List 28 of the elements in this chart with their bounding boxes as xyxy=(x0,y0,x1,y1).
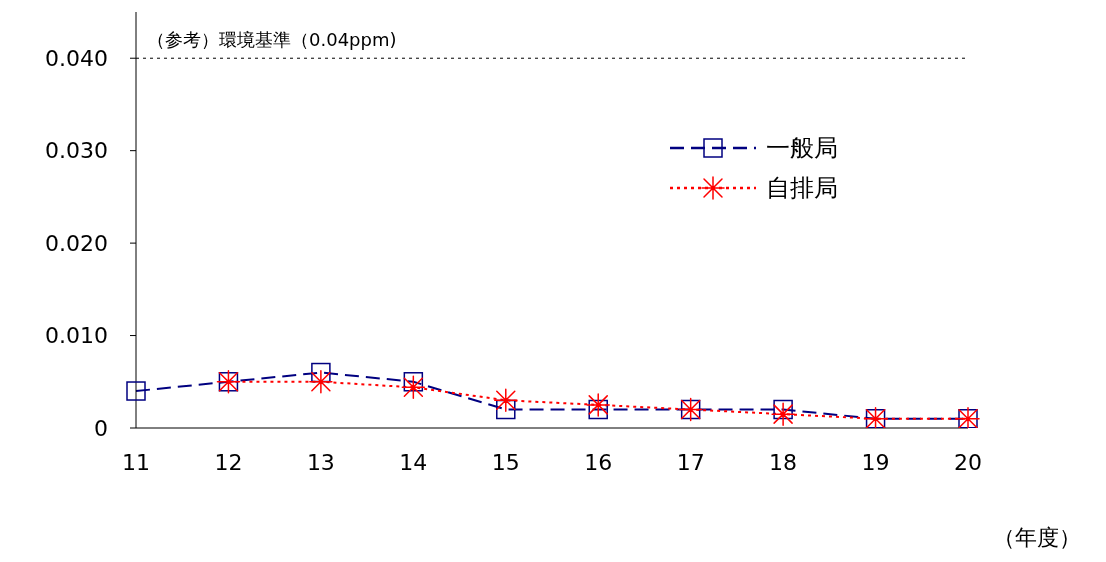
point xyxy=(771,402,795,426)
x-tick-label: 11 xyxy=(122,449,150,475)
y-tick-label: 0 xyxy=(94,415,108,441)
ref-line-label: （参考）環境基準（0.04ppm) xyxy=(147,29,397,50)
point xyxy=(586,393,610,417)
point xyxy=(401,375,426,400)
y-tick-label: 0.040 xyxy=(45,46,108,72)
x-tick-label: 16 xyxy=(584,449,613,475)
point xyxy=(773,399,793,420)
point xyxy=(494,388,518,413)
y-tick-label: 0.030 xyxy=(45,138,108,164)
legend-label: 一般局 xyxy=(766,133,838,164)
x-tick-label: 13 xyxy=(306,449,335,475)
legend-label: 自排局 xyxy=(766,173,838,204)
y-tick-label: 0.010 xyxy=(45,323,108,349)
x-tick-label: 14 xyxy=(399,449,428,475)
y-tick-label: 0.020 xyxy=(45,230,108,256)
x-tick-label: 18 xyxy=(769,449,798,475)
x-tick-label: 19 xyxy=(861,449,890,475)
x-tick-label: 15 xyxy=(491,449,520,475)
point xyxy=(588,399,608,420)
point xyxy=(126,381,146,401)
x-tick-label: 17 xyxy=(676,449,705,475)
point xyxy=(403,372,424,392)
x-tick-label: 12 xyxy=(214,449,243,475)
point xyxy=(309,370,333,394)
x-tick-label: 20 xyxy=(954,449,982,475)
x-axis-title: （年度） xyxy=(993,524,1081,552)
